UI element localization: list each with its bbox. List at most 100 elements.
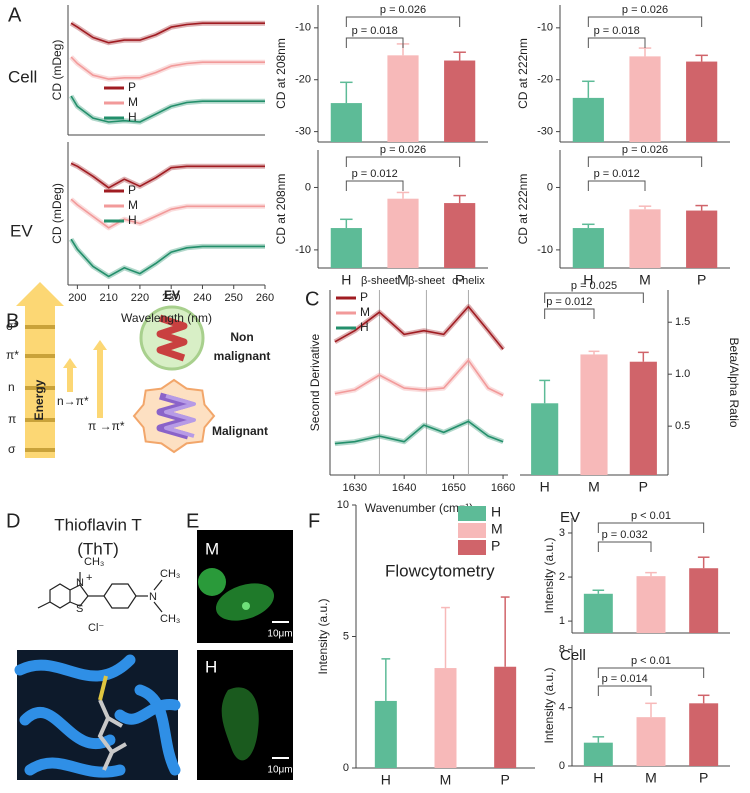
- bar: [629, 209, 661, 268]
- series-line: [70, 56, 265, 80]
- y-axis-label: Intensity (a.u.): [542, 537, 556, 613]
- y-tick-label: 1.5: [675, 316, 690, 328]
- annotation: β-sheet: [408, 275, 445, 287]
- diagram-label: Malignant: [212, 424, 268, 438]
- y-tick-label: 1: [559, 615, 565, 627]
- y-tick-label: 5: [343, 630, 349, 642]
- y-tick-label: 0.5: [675, 420, 690, 432]
- series-line: [334, 420, 504, 445]
- significance-bracket: [597, 541, 652, 552]
- atom-label: +: [86, 572, 92, 584]
- legend-label: H: [128, 110, 137, 124]
- cell-signal: [242, 602, 250, 610]
- transition-arrow: [63, 358, 77, 392]
- series-line: [334, 305, 504, 350]
- bar: [583, 593, 613, 633]
- y-tick-label: 2: [559, 571, 565, 583]
- significance-bracket: [544, 308, 595, 319]
- x-tick-label: H: [341, 272, 351, 288]
- x-tick-label: 220: [131, 292, 149, 304]
- annotation: α-helix: [452, 275, 485, 287]
- y-axis-label: CD (mDeg): [50, 40, 64, 101]
- y-axis-label: CD at 222nm: [516, 38, 530, 109]
- helix: [156, 314, 188, 362]
- significance-bracket: [587, 16, 703, 27]
- x-tick-label: H: [540, 479, 550, 495]
- bar: [330, 228, 362, 268]
- significance-label: p = 0.014: [602, 673, 648, 685]
- y-tick-label: -30: [537, 126, 553, 138]
- legend-label: H: [128, 213, 137, 227]
- y-tick-label: 8: [559, 643, 565, 655]
- energy-level-label: n: [8, 380, 15, 394]
- helix: [164, 394, 196, 438]
- y-tick-label: 0: [547, 181, 553, 193]
- bar: [387, 55, 419, 142]
- legend-label: H: [360, 320, 369, 334]
- energy-level: [25, 418, 55, 422]
- panel-label: F: [308, 510, 320, 532]
- bar: [689, 703, 719, 766]
- x-tick-label: 240: [193, 292, 211, 304]
- series-band: [69, 197, 265, 231]
- y-tick-label: 0: [343, 762, 349, 774]
- x-tick-label: 1650: [441, 482, 465, 494]
- significance-label: p = 0.026: [380, 4, 426, 16]
- panel-label: E: [186, 510, 199, 532]
- x-tick-label: 200: [68, 292, 86, 304]
- significance-label: p = 0.012: [594, 168, 640, 180]
- bar: [583, 742, 613, 766]
- y-tick-label: -10: [537, 244, 553, 256]
- x-tick-label: 1630: [342, 482, 366, 494]
- series-line: [334, 359, 504, 397]
- panel-label: C: [305, 288, 319, 310]
- bar: [531, 403, 559, 475]
- compound-abbr: (ThT): [77, 539, 119, 558]
- series-line: [70, 238, 265, 278]
- y-axis-label: CD at 208nm: [274, 38, 288, 109]
- diagram-label: malignant: [214, 349, 271, 363]
- legend-label: P: [360, 290, 368, 304]
- ligand: [97, 699, 127, 771]
- micrograph-label: M: [205, 539, 219, 558]
- y-tick-label: -10: [295, 244, 311, 256]
- ligand: [98, 675, 108, 701]
- y-tick-label: 4: [559, 702, 565, 714]
- transition-arrow: [93, 340, 107, 418]
- diagram-label: Non: [230, 330, 253, 344]
- energy-level: [25, 354, 55, 358]
- legend-label: P: [128, 80, 136, 94]
- scale-label: 10μm: [267, 765, 292, 776]
- x-tick-label: 1640: [392, 482, 416, 494]
- legend-label: H: [491, 504, 501, 520]
- significance-bracket: [597, 522, 705, 533]
- significance-label: p = 0.026: [380, 144, 426, 156]
- significance-label: p = 0.026: [622, 144, 668, 156]
- series-line: [70, 95, 265, 123]
- chart-title: Cell: [560, 647, 586, 664]
- y-tick-label: -30: [295, 126, 311, 138]
- y-axis-label: Intensity (a.u.): [542, 667, 556, 743]
- transition-label: n→π*: [57, 394, 89, 408]
- protein-ribbons: [14, 654, 181, 778]
- x-axis-label: Wavelength (nm): [121, 311, 212, 325]
- structure: [37, 572, 163, 613]
- energy-level-label: σ: [8, 442, 16, 456]
- x-tick-label: M: [440, 772, 452, 788]
- atom-label: N: [76, 577, 84, 589]
- chart-title: Flowcytometry: [385, 561, 495, 580]
- x-tick-label: 1660: [491, 482, 515, 494]
- bar: [330, 103, 362, 142]
- y-tick-label: 10: [337, 499, 349, 511]
- significance-bracket: [587, 180, 646, 191]
- x-tick-label: P: [455, 272, 464, 288]
- panel-label: D: [6, 510, 20, 532]
- series-line: [70, 162, 265, 189]
- panel-label: B: [6, 310, 19, 332]
- legend-swatch: [458, 506, 486, 521]
- legend-label: P: [491, 538, 500, 554]
- annotation: β-sheet: [361, 275, 398, 287]
- y-tick-label: -20: [537, 74, 553, 86]
